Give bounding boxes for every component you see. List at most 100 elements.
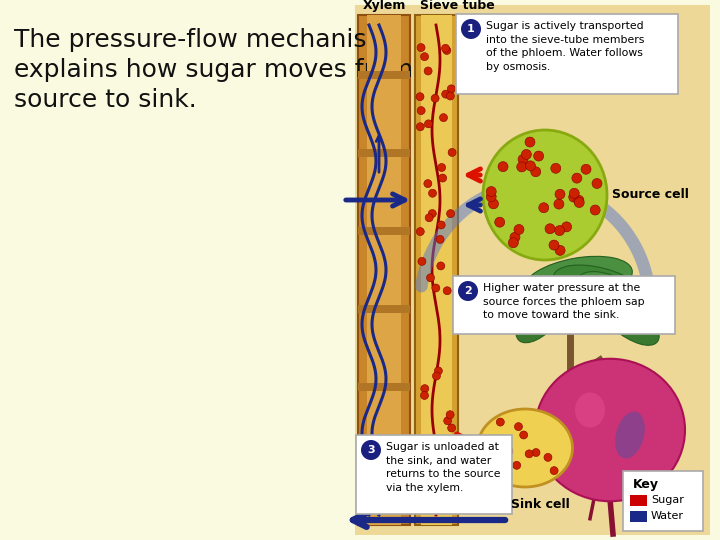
Text: 3: 3 xyxy=(367,445,375,455)
Ellipse shape xyxy=(516,277,574,343)
Circle shape xyxy=(574,198,584,207)
Circle shape xyxy=(505,446,513,454)
Bar xyxy=(421,15,452,525)
Ellipse shape xyxy=(554,265,647,311)
Circle shape xyxy=(441,90,450,98)
Circle shape xyxy=(444,287,451,295)
Circle shape xyxy=(420,384,429,393)
Text: The pressure-flow mechanism: The pressure-flow mechanism xyxy=(14,28,391,52)
Circle shape xyxy=(418,258,426,265)
Circle shape xyxy=(555,189,565,199)
Circle shape xyxy=(416,123,424,131)
Circle shape xyxy=(433,372,441,380)
Circle shape xyxy=(570,188,580,198)
Text: 2: 2 xyxy=(464,286,472,296)
Circle shape xyxy=(562,222,572,232)
Circle shape xyxy=(432,284,440,292)
Circle shape xyxy=(446,210,454,218)
Circle shape xyxy=(449,487,456,495)
Text: 1: 1 xyxy=(467,24,475,34)
Text: Water: Water xyxy=(651,511,684,521)
FancyBboxPatch shape xyxy=(456,14,678,94)
Text: source to sink.: source to sink. xyxy=(14,88,197,112)
Text: explains how sugar moves from: explains how sugar moves from xyxy=(14,58,413,82)
Circle shape xyxy=(428,210,436,218)
Circle shape xyxy=(488,199,498,209)
Circle shape xyxy=(448,148,456,157)
Circle shape xyxy=(520,431,528,439)
Text: Key: Key xyxy=(633,478,659,491)
Bar xyxy=(358,461,410,469)
Circle shape xyxy=(424,180,432,187)
Circle shape xyxy=(574,195,584,205)
Bar xyxy=(358,71,410,79)
Circle shape xyxy=(554,226,564,235)
Circle shape xyxy=(431,94,439,102)
Circle shape xyxy=(420,53,428,60)
Circle shape xyxy=(555,245,565,255)
Circle shape xyxy=(447,85,455,93)
Circle shape xyxy=(545,224,555,234)
Text: Sugar is actively transported
into the sieve-tube members
of the phloem. Water f: Sugar is actively transported into the s… xyxy=(486,21,644,72)
Circle shape xyxy=(437,262,445,270)
Circle shape xyxy=(505,448,513,456)
Bar xyxy=(358,15,410,525)
Circle shape xyxy=(461,19,481,39)
Circle shape xyxy=(436,441,444,449)
Ellipse shape xyxy=(483,130,607,260)
Circle shape xyxy=(486,186,496,197)
Ellipse shape xyxy=(514,257,606,313)
Text: Sugar is unloaded at
the sink, and water
returns to the source
via the xylem.: Sugar is unloaded at the sink, and water… xyxy=(386,442,500,493)
Circle shape xyxy=(416,227,424,235)
Circle shape xyxy=(416,93,424,100)
Circle shape xyxy=(525,450,533,458)
Circle shape xyxy=(425,214,433,222)
Circle shape xyxy=(513,461,521,469)
Circle shape xyxy=(496,418,504,426)
Circle shape xyxy=(549,240,559,250)
Circle shape xyxy=(495,217,505,227)
Ellipse shape xyxy=(535,359,685,501)
Circle shape xyxy=(508,238,518,248)
Circle shape xyxy=(428,189,436,197)
Bar xyxy=(367,15,401,525)
Circle shape xyxy=(426,274,435,282)
Circle shape xyxy=(417,44,425,52)
Circle shape xyxy=(539,202,549,213)
Ellipse shape xyxy=(577,272,658,328)
Circle shape xyxy=(525,137,535,147)
Circle shape xyxy=(446,411,454,418)
Circle shape xyxy=(448,424,456,432)
Text: Higher water pressure at the
source forces the phloem sap
to move toward the sin: Higher water pressure at the source forc… xyxy=(483,283,644,320)
Circle shape xyxy=(425,120,433,128)
Circle shape xyxy=(439,113,448,122)
Circle shape xyxy=(434,367,442,375)
Bar xyxy=(415,15,458,525)
Ellipse shape xyxy=(503,262,577,328)
Circle shape xyxy=(437,221,445,229)
Bar xyxy=(358,383,410,391)
Circle shape xyxy=(517,162,527,172)
Circle shape xyxy=(441,44,449,52)
Circle shape xyxy=(550,467,558,475)
Circle shape xyxy=(544,454,552,461)
Circle shape xyxy=(458,281,478,301)
Ellipse shape xyxy=(575,393,605,428)
FancyBboxPatch shape xyxy=(453,276,675,334)
Circle shape xyxy=(432,463,440,471)
Circle shape xyxy=(420,470,428,478)
Circle shape xyxy=(486,192,496,202)
Circle shape xyxy=(438,174,446,182)
Circle shape xyxy=(514,225,524,234)
Circle shape xyxy=(420,392,428,400)
Text: Source cell: Source cell xyxy=(612,188,689,201)
Circle shape xyxy=(443,46,451,55)
Ellipse shape xyxy=(477,409,572,487)
Circle shape xyxy=(444,417,451,425)
Circle shape xyxy=(518,154,528,164)
Ellipse shape xyxy=(591,285,660,345)
Circle shape xyxy=(424,67,432,75)
Circle shape xyxy=(581,164,591,174)
Circle shape xyxy=(510,232,520,242)
Circle shape xyxy=(484,435,492,443)
